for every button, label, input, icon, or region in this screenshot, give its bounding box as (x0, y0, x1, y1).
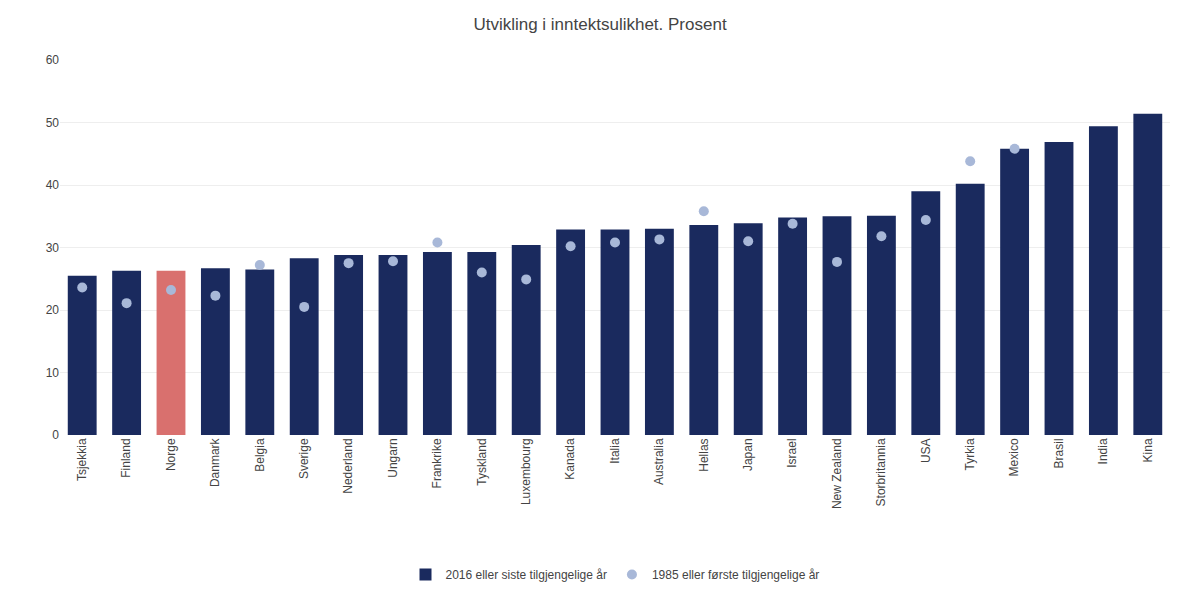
svg-text:Finland: Finland (120, 438, 134, 477)
svg-text:40: 40 (46, 178, 60, 192)
svg-text:10: 10 (46, 366, 60, 380)
svg-text:Tyskland: Tyskland (475, 438, 489, 485)
svg-text:Tyrkia: Tyrkia (963, 438, 977, 470)
svg-text:0: 0 (52, 428, 59, 442)
svg-text:Kanada: Kanada (564, 438, 578, 480)
svg-text:Kina: Kina (1141, 438, 1155, 462)
svg-text:Brasil: Brasil (1052, 438, 1066, 468)
svg-text:Hellas: Hellas (697, 438, 711, 471)
svg-text:Australia: Australia (652, 438, 666, 485)
svg-text:USA: USA (919, 438, 933, 463)
svg-text:60: 60 (46, 53, 60, 67)
svg-text:Japan: Japan (741, 438, 755, 471)
svg-text:Frankrike: Frankrike (430, 438, 444, 488)
svg-text:Norge: Norge (164, 438, 178, 471)
svg-text:Italia: Italia (608, 438, 622, 464)
svg-text:Israel: Israel (786, 438, 800, 467)
svg-text:Mexico: Mexico (1008, 438, 1022, 476)
svg-text:New Zealand: New Zealand (830, 438, 844, 509)
svg-text:50: 50 (46, 116, 60, 130)
svg-text:Nederland: Nederland (342, 438, 356, 493)
svg-text:Ungarn: Ungarn (386, 438, 400, 477)
svg-text:Storbritannia: Storbritannia (874, 438, 888, 506)
svg-text:Utvikling i inntektsulikhet. P: Utvikling i inntektsulikhet. Prosent (473, 15, 727, 34)
svg-text:30: 30 (46, 241, 60, 255)
svg-text:20: 20 (46, 303, 60, 317)
svg-text:Belgia: Belgia (253, 438, 267, 472)
svg-text:1985 eller første tilgjengelig: 1985 eller første tilgjengelige år (652, 568, 819, 582)
svg-text:Danmark: Danmark (208, 437, 222, 487)
svg-text:Tsjekkia: Tsjekkia (75, 438, 89, 481)
svg-text:Sverige: Sverige (297, 438, 311, 479)
svg-text:India: India (1096, 438, 1110, 464)
svg-text:Luxembourg: Luxembourg (519, 438, 533, 505)
svg-text:2016 eller siste tilgjengelige: 2016 eller siste tilgjengelige år (446, 568, 607, 582)
